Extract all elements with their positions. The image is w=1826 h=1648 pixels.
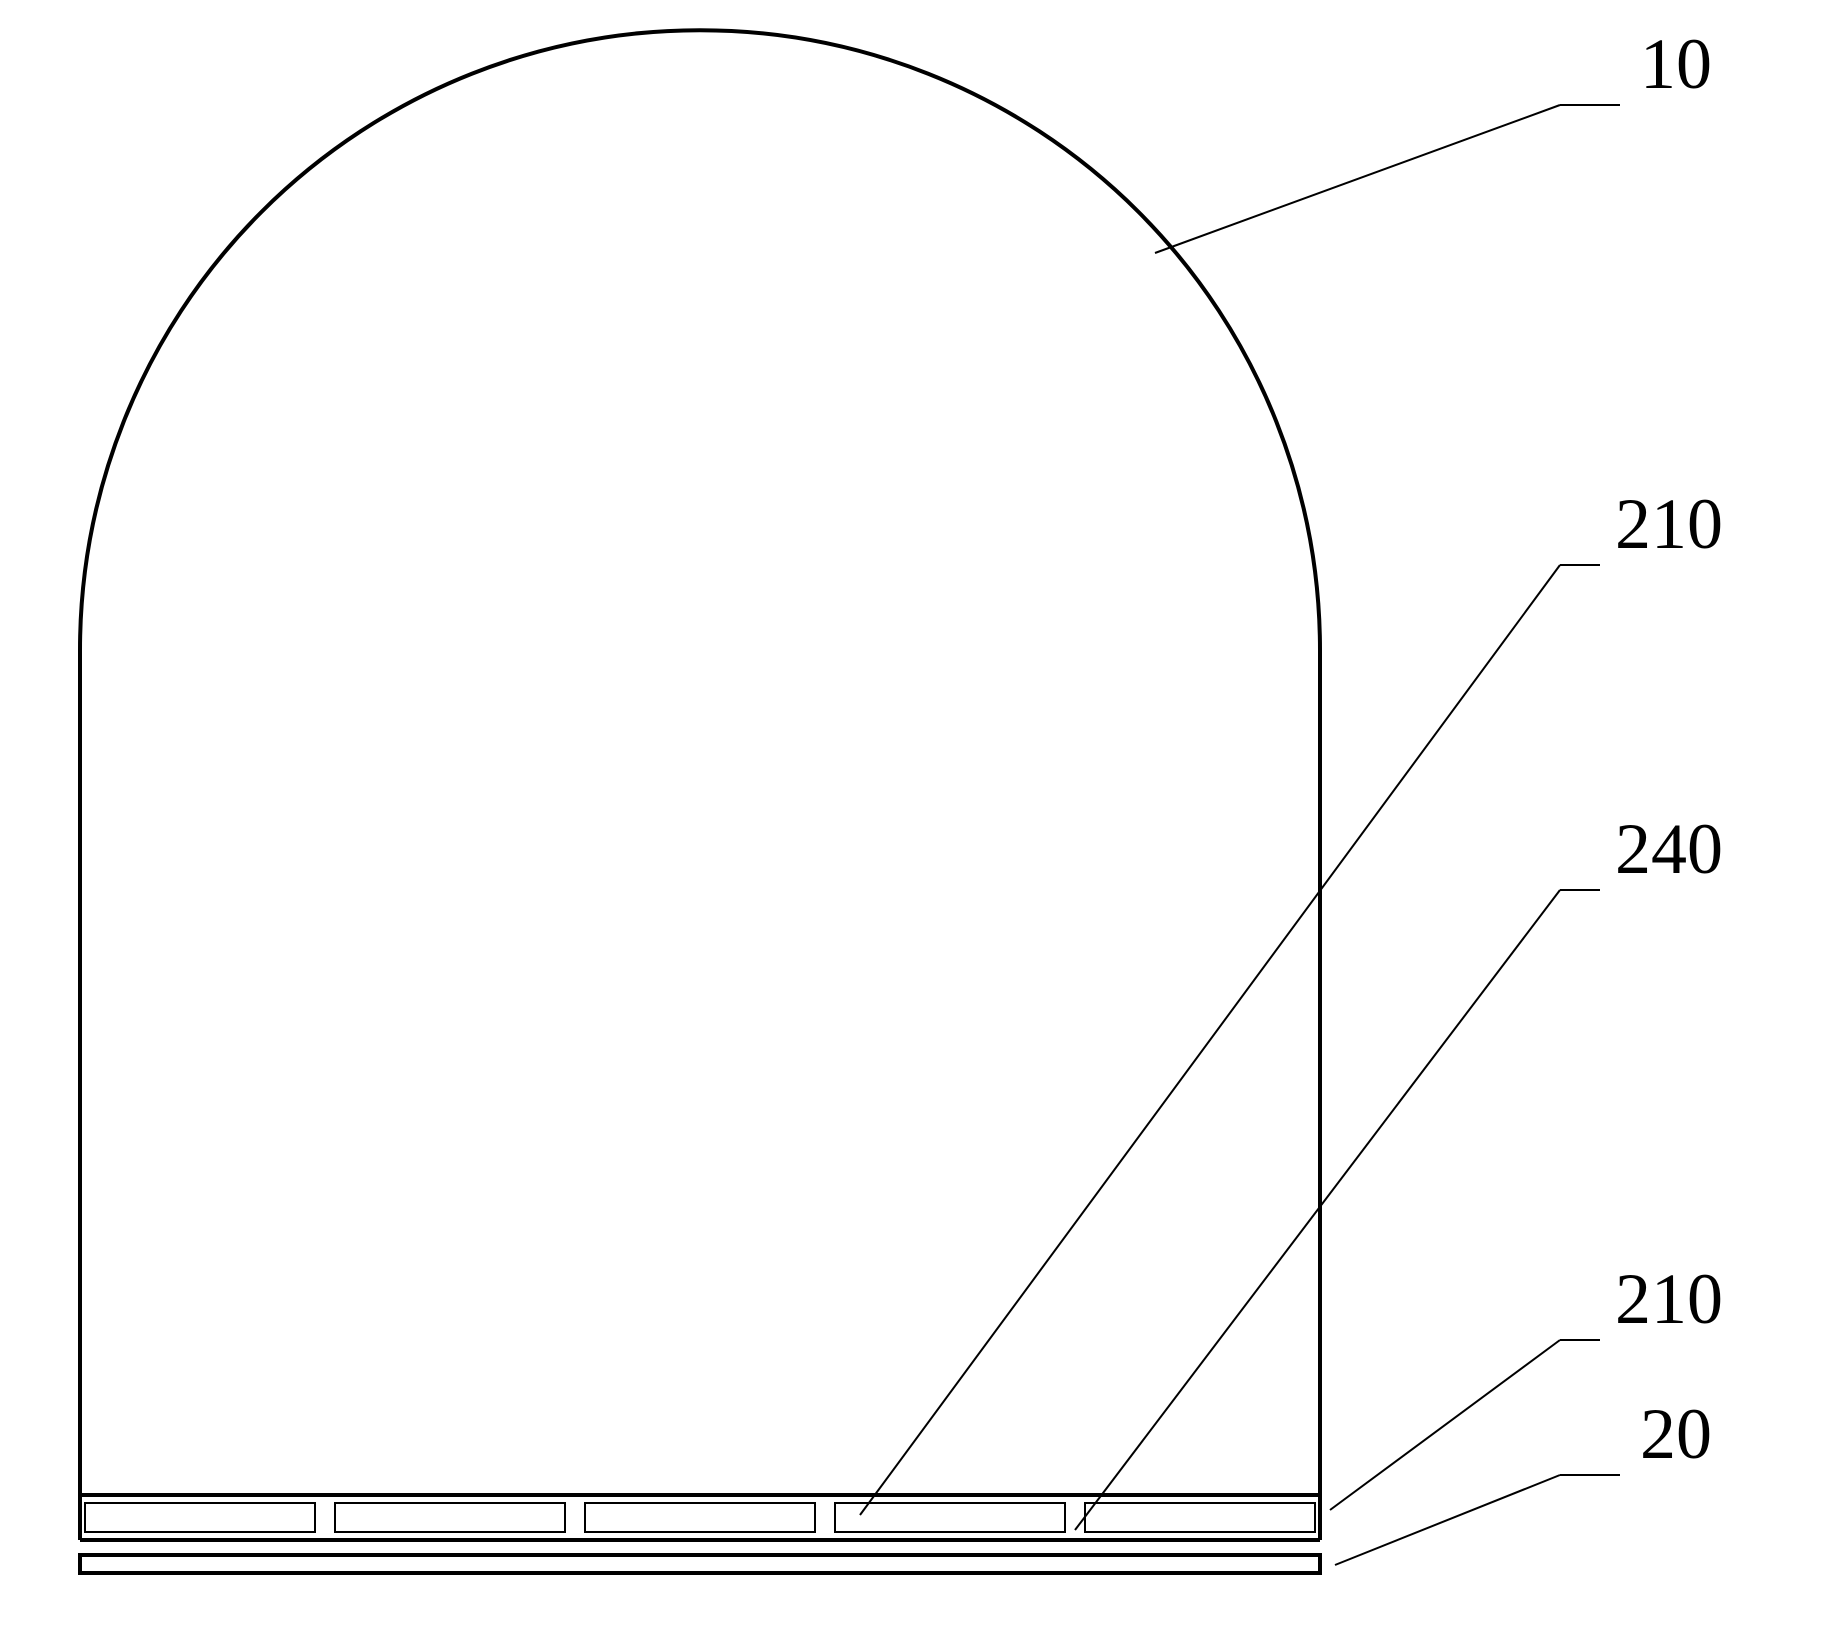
base-segments [80,1495,1320,1540]
technical-drawing-svg [0,0,1826,1643]
callout-label-240: 240 [1615,808,1723,891]
dome-structure [80,30,1320,1495]
diagram-container: 10 210 240 210 20 [0,0,1826,1643]
bottom-slab [80,1555,1320,1573]
callout-label-210: 210 [1615,1258,1723,1341]
callout-label-210: 210 [1615,483,1723,566]
callout-lines [860,105,1620,1565]
callout-label-10: 10 [1640,23,1712,106]
callout-label-20: 20 [1640,1393,1712,1476]
